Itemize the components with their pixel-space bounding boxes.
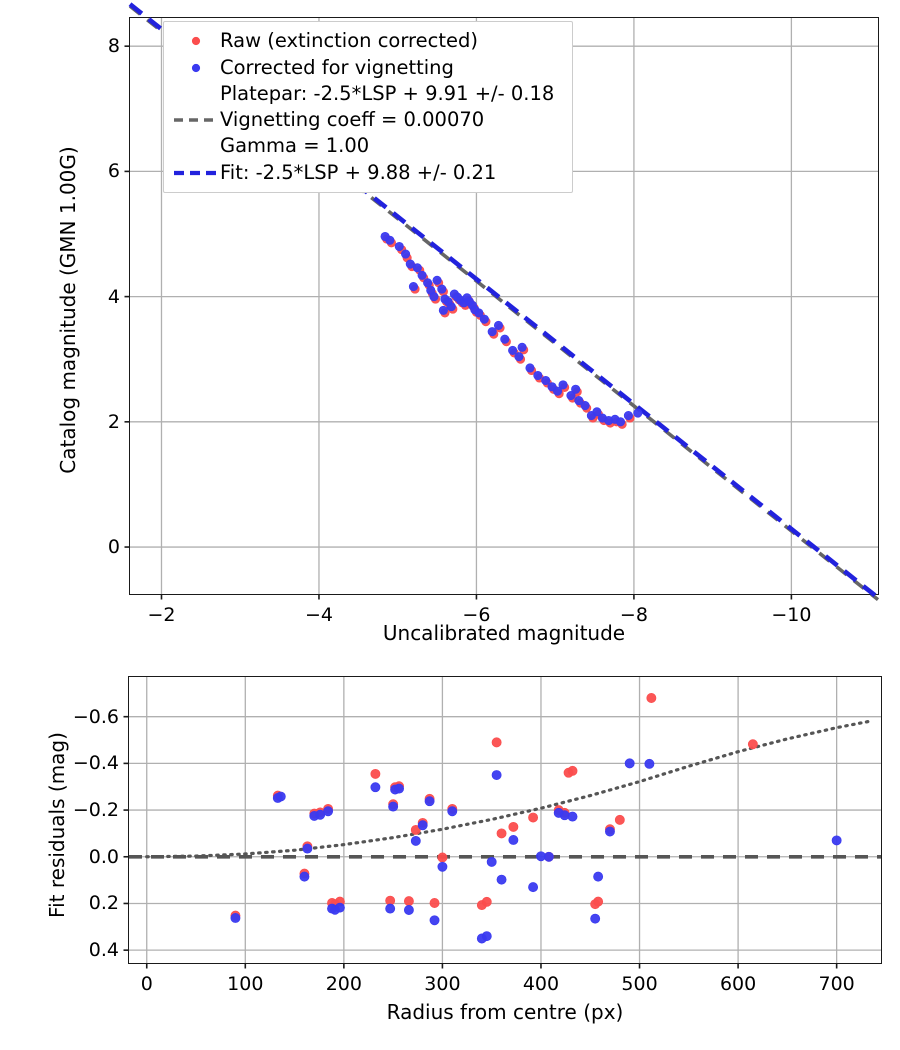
bottom-plot-ytick-label: −0.2 <box>72 799 119 822</box>
bottom-plot-ytick-label: 0.0 <box>88 845 119 868</box>
legend-item-corrected: Corrected for vignetting <box>172 54 564 81</box>
legend-item-raw: Raw (extinction corrected) <box>172 27 564 54</box>
top-plot-ytick-label: 0 <box>107 536 120 559</box>
bottom-plot-xtick-label: 700 <box>818 973 855 995</box>
bottom-plot-xlabel: Radius from centre (px) <box>386 1000 624 1024</box>
top-plot-ytick-label: 6 <box>107 160 120 183</box>
top-plot-ytick-label: 8 <box>107 35 120 58</box>
bottom-plot-ytick-label: −0.4 <box>72 752 119 775</box>
top-plot-xlabel: Uncalibrated magnitude <box>382 621 626 645</box>
bottom-plot-xtick-label: 500 <box>621 973 658 995</box>
legend-label-raw: Raw (extinction corrected) <box>220 29 478 52</box>
top-plot-xtick-label: −8 <box>619 604 648 626</box>
top-plot-legend: Raw (extinction corrected) Corrected for… <box>163 21 573 193</box>
top-plot-ytick-label: 2 <box>107 410 120 433</box>
top-plot-xtick-label: −2 <box>147 604 176 626</box>
blue-dashed-line-icon <box>172 159 220 186</box>
legend-item-fit: Fit: -2.5*LSP + 9.88 +/- 0.21 <box>172 159 564 186</box>
bottom-plot-ytick-label: 0.4 <box>88 939 119 962</box>
top-plot-ylabel: Catalog magnitude (GMN 1.00G) <box>56 146 80 474</box>
bottom-plot-ytick-label: −0.6 <box>72 705 119 728</box>
bottom-plot-ylabel: Fit residuals (mag) <box>45 732 69 918</box>
legend-item-platepar: Platepar: -2.5*LSP + 9.91 +/- 0.18 Vigne… <box>172 81 564 159</box>
fit-residuals-canvas <box>123 677 881 969</box>
top-plot-xtick-label: −10 <box>771 604 812 626</box>
gray-dashed-line-icon <box>172 81 220 159</box>
legend-label-fit: Fit: -2.5*LSP + 9.88 +/- 0.21 <box>220 161 497 184</box>
bottom-plot-ytick-label: 0.2 <box>88 892 119 915</box>
legend-label-corrected: Corrected for vignetting <box>220 56 454 79</box>
bottom-plot-xtick-label: 0 <box>140 973 153 995</box>
red-dot-marker-icon <box>172 27 220 54</box>
bottom-plot-xtick-label: 300 <box>424 973 461 995</box>
blue-dot-marker-icon <box>172 54 220 81</box>
top-plot-xtick-label: −4 <box>304 604 333 626</box>
bottom-plot-xtick-label: 600 <box>719 973 757 995</box>
legend-label-platepar: Platepar: -2.5*LSP + 9.91 +/- 0.18 Vigne… <box>220 82 555 157</box>
bottom-plot-xtick-label: 200 <box>325 973 362 995</box>
top-plot-xtick-label: −6 <box>462 604 491 626</box>
bottom-plot-xtick-label: 100 <box>227 973 264 995</box>
bottom-plot-xtick-label: 400 <box>522 973 560 995</box>
top-plot-ytick-label: 4 <box>107 285 120 308</box>
fit-residuals-plot <box>123 676 882 969</box>
